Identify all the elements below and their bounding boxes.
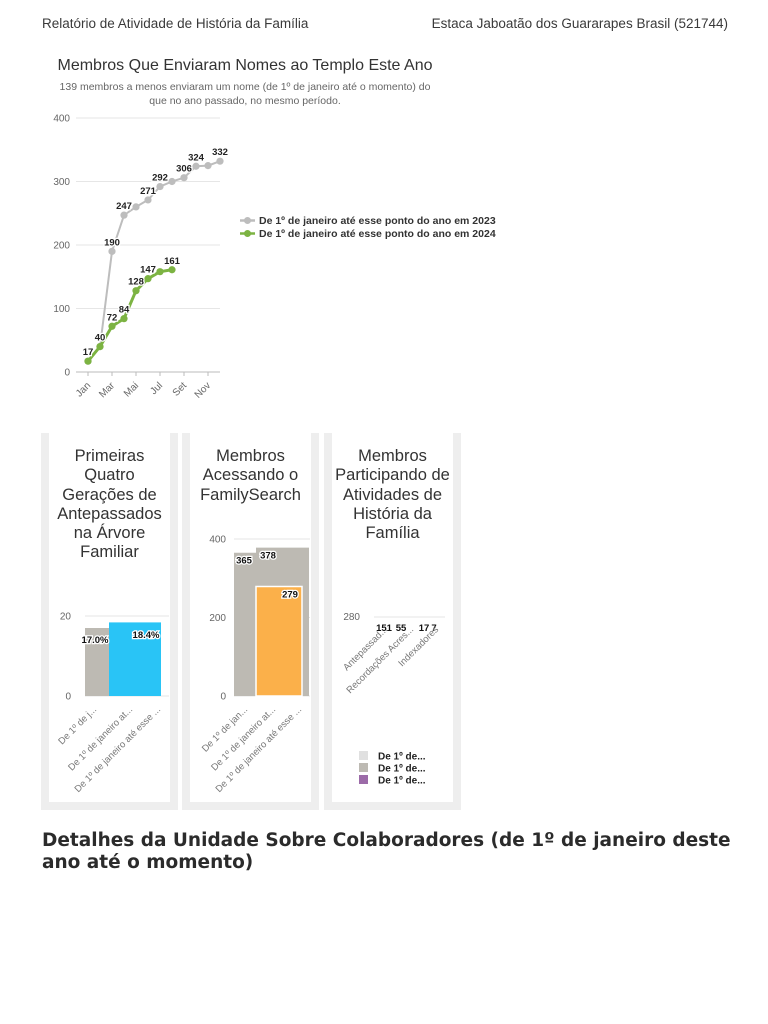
ancestors-card-title: Primeiras Quatro Gerações de Antepassado… xyxy=(57,447,162,562)
report-title: Relatório de Atividade de História da Fa… xyxy=(42,16,309,31)
data-point xyxy=(168,177,176,186)
bar xyxy=(109,622,161,696)
x-tick-label: Set xyxy=(171,380,190,399)
x-tick-label: Nov xyxy=(193,380,213,400)
data-point xyxy=(168,266,176,274)
data-label: 365 xyxy=(236,556,253,567)
y-tick-label: 100 xyxy=(53,304,70,315)
data-label: 378 xyxy=(260,551,276,562)
legend-label: De 1º de... xyxy=(378,776,426,787)
data-label: 40 xyxy=(95,333,106,344)
data-label: 17 xyxy=(83,347,94,358)
plot-area: 0 100 200 300 400 Jan Mar Mai Jul Set Nov 190 247 271… xyxy=(53,114,229,401)
legend-swatch xyxy=(359,775,368,784)
legend-label: De 1º de... xyxy=(378,752,426,763)
data-point xyxy=(132,203,140,211)
data-point xyxy=(120,315,128,323)
temple-names-line-chart: Membros Que Enviaram Nomes ao Templo Est… xyxy=(53,57,496,401)
data-label: 72 xyxy=(107,312,118,323)
data-label: 84 xyxy=(119,305,130,316)
y-tick-label: 400 xyxy=(209,535,226,546)
data-label: 17.0% xyxy=(82,635,109,646)
familysearch-card-title: Membros Acessando o FamilySearch xyxy=(200,447,301,504)
legend-label: De 1º de janeiro até esse ponto do ano e… xyxy=(259,228,496,240)
stake-name: Estaca Jaboatão dos Guararapes Brasil (5… xyxy=(431,16,728,31)
data-label: 7 xyxy=(431,623,436,634)
data-point xyxy=(216,157,224,165)
y-tick-label: 0 xyxy=(220,692,226,703)
legend-swatch xyxy=(359,763,368,772)
data-label: 247 xyxy=(116,201,132,212)
section-heading: Detalhes da Unidade Sobre Colaboradores … xyxy=(42,830,731,873)
data-label: 190 xyxy=(104,237,120,248)
data-label: 147 xyxy=(140,265,156,276)
data-point xyxy=(180,174,188,182)
data-label: 306 xyxy=(176,164,192,175)
y-tick-label: 20 xyxy=(60,612,72,623)
data-point xyxy=(156,268,164,276)
y-tick-label: 300 xyxy=(53,177,70,188)
data-point xyxy=(204,162,212,170)
legend-swatch-marker xyxy=(244,217,251,224)
bar xyxy=(85,628,109,696)
activities-card: Membros Participando de Atividades de Hi… xyxy=(324,433,461,810)
x-tick-label: Jan xyxy=(74,380,93,399)
data-label: 332 xyxy=(212,147,228,158)
ancestors-card: Primeiras Quatro Gerações de Antepassado… xyxy=(41,433,178,810)
y-tick-label: 280 xyxy=(343,612,360,623)
data-point xyxy=(84,357,92,365)
x-tick-label: Mai xyxy=(122,380,141,399)
data-label: 55 xyxy=(396,623,407,634)
legend-label: De 1º de... xyxy=(378,764,426,775)
chart-subtitle-line-2: que no ano passado, no mesmo período. xyxy=(149,95,340,107)
legend-swatch xyxy=(359,751,368,760)
familysearch-card: Membros Acessando o FamilySearch 0 200 400… xyxy=(182,433,319,810)
chart-legend: De 1º de janeiro até esse ponto do ano e… xyxy=(240,215,496,240)
data-label: 17 xyxy=(419,623,430,634)
y-tick-label: 200 xyxy=(53,241,70,252)
data-label: 151 xyxy=(376,623,393,634)
data-label: 18.4% xyxy=(133,630,160,641)
bar xyxy=(255,585,303,697)
data-label: 271 xyxy=(140,186,157,197)
x-tick-label: Mar xyxy=(97,380,117,400)
chart-subtitle-line-1: 139 membros a menos enviaram um nome (de… xyxy=(60,81,431,93)
data-point xyxy=(108,322,116,330)
data-point xyxy=(144,275,152,283)
data-point xyxy=(96,343,104,351)
y-tick-label: 0 xyxy=(65,692,71,703)
bar xyxy=(234,552,256,696)
data-point xyxy=(192,162,200,170)
data-point xyxy=(132,287,140,295)
y-tick-label: 0 xyxy=(64,368,70,379)
legend-label: De 1º de janeiro até esse ponto do ano e… xyxy=(259,215,496,227)
data-label: 279 xyxy=(282,589,298,600)
data-label: 324 xyxy=(188,152,205,163)
data-label: 161 xyxy=(164,256,181,267)
activities-card-title: Membros Participando de Atividades de Hi… xyxy=(335,447,450,543)
x-tick-label: Jul xyxy=(148,380,165,397)
data-label: 128 xyxy=(128,277,144,288)
data-point xyxy=(108,247,116,255)
y-tick-label: 400 xyxy=(53,114,70,125)
data-point xyxy=(156,182,164,191)
legend-swatch-marker xyxy=(244,230,251,237)
data-point xyxy=(120,211,128,219)
y-tick-label: 200 xyxy=(209,613,226,624)
data-point xyxy=(144,196,152,204)
data-label: 292 xyxy=(152,173,168,184)
chart-title: Membros Que Enviaram Nomes ao Templo Est… xyxy=(58,57,433,74)
